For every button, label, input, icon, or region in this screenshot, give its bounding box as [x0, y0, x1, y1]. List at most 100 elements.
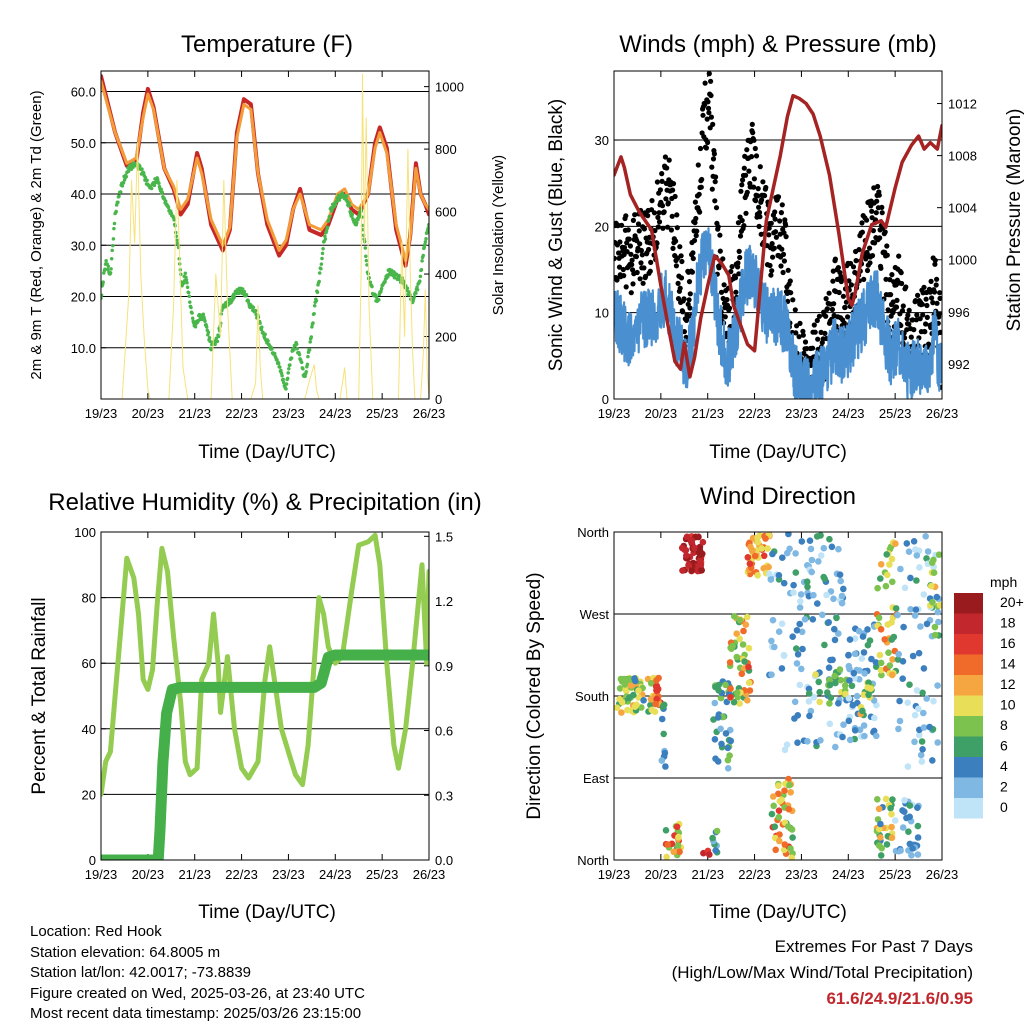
dewpoint-point: [383, 280, 387, 284]
wind-direction-point: [715, 687, 722, 694]
gust-point: [670, 245, 676, 251]
gust-point: [695, 162, 701, 168]
wind-direction-point: [881, 636, 888, 643]
gust-point: [712, 198, 718, 204]
wind-direction-point: [875, 842, 883, 849]
gust-point: [634, 269, 640, 276]
wind-direction-point: [775, 807, 783, 814]
gust-point: [673, 238, 679, 244]
gust-point: [920, 312, 926, 318]
wind-direction-point: [886, 561, 893, 568]
wind-direction-point: [935, 618, 942, 626]
wind-direction-point: [934, 608, 942, 616]
gust-point: [721, 282, 727, 288]
dewpoint-point: [215, 339, 220, 344]
gust-point: [627, 243, 634, 249]
wind-direction-point: [743, 613, 751, 621]
wind-direction-point: [918, 758, 926, 765]
wind-direction-point: [653, 682, 661, 690]
wind-series: [614, 227, 942, 399]
wind-direction-point: [785, 805, 793, 813]
humidity-ytick-label-left: 20: [82, 787, 96, 802]
wind_direction-ytick-label-left: South: [575, 689, 609, 704]
gust-point: [686, 297, 692, 303]
gust-point: [751, 137, 757, 143]
wind-direction-point: [864, 626, 871, 633]
gust-point: [717, 248, 723, 254]
gust-point: [879, 210, 885, 216]
winds-ytick-label-right: 996: [948, 305, 970, 320]
gust-point: [856, 247, 862, 253]
wind-direction-point: [722, 681, 729, 689]
gust-point: [640, 280, 646, 286]
wind-direction-point: [894, 656, 902, 663]
gust-point: [915, 292, 921, 298]
gust-point: [744, 189, 750, 195]
wind-direction-point: [907, 574, 914, 582]
wind-direction-point: [793, 645, 800, 652]
gust-point: [637, 241, 643, 247]
temperature-ytick-label-left: 60.0: [71, 85, 96, 100]
gust-point: [912, 298, 919, 304]
wind-direction-point: [913, 687, 921, 694]
wind-direction-point: [740, 627, 747, 635]
temperature-ytick-label-right: 0: [435, 392, 442, 407]
wind-direction-point: [616, 695, 623, 703]
gust-point: [773, 234, 780, 240]
gust-point: [767, 262, 773, 269]
gust-point: [932, 257, 938, 263]
gust-point: [749, 121, 755, 127]
gust-point: [850, 264, 857, 270]
dewpoint-point: [412, 295, 416, 299]
precip-series: [101, 649, 429, 860]
station-elevation: Station elevation: 64.8005 m: [30, 943, 221, 961]
dewpoint-point: [152, 183, 157, 188]
wind-direction-point: [930, 569, 938, 576]
station-info: Location: Red Hook Station elevation: 64…: [30, 922, 365, 1025]
gust-point: [769, 241, 775, 247]
gust-point: [783, 234, 789, 240]
wind-direction-point: [806, 712, 813, 720]
gust-point: [924, 314, 930, 320]
wind-direction-point: [658, 757, 666, 764]
colorbar-label: 8: [1000, 717, 1008, 733]
gust-point: [772, 216, 778, 222]
dewpoint-point: [304, 369, 308, 374]
gust-point: [625, 227, 631, 233]
temperature-x-label: Time (Day/UTC): [198, 442, 336, 463]
wind-direction-point: [882, 582, 890, 590]
wind-direction-point: [775, 572, 783, 579]
wind-direction-point: [914, 834, 922, 841]
gust-point: [673, 263, 680, 269]
wind-direction-point: [911, 612, 919, 619]
wind-direction-point: [815, 678, 822, 686]
gust-point: [670, 187, 676, 193]
wind-direction-point: [799, 645, 806, 653]
gust-point: [864, 217, 870, 223]
wind-direction-point: [765, 563, 772, 571]
wind-direction-point: [659, 703, 667, 711]
gust-point: [659, 203, 666, 209]
dewpoint-point: [101, 293, 104, 298]
wind-direction-point: [911, 738, 918, 746]
wind-direction-point: [891, 817, 899, 824]
gust-point: [620, 266, 626, 273]
dewpoint-point: [284, 382, 289, 386]
dewpoint-point: [285, 376, 290, 381]
gust-point: [722, 314, 728, 320]
gust-point: [887, 277, 893, 283]
extremes-subtitle: (High/Low/Max Wind/Total Precipitation): [671, 963, 973, 982]
wind-direction-point: [935, 551, 942, 558]
humidity-ytick-label-right: 1.2: [435, 594, 453, 609]
wind-direction-point: [827, 588, 835, 595]
dewpoint-point: [118, 190, 123, 194]
wind-direction-point: [722, 730, 730, 737]
temperature-xtick-label: 20/23: [132, 406, 165, 421]
wind-direction-point: [776, 837, 783, 845]
wind-direction-point: [819, 611, 826, 619]
wind-direction-point: [928, 582, 935, 590]
gust-point: [737, 233, 744, 239]
gust-point: [703, 145, 710, 151]
dewpoint-point: [405, 286, 410, 290]
